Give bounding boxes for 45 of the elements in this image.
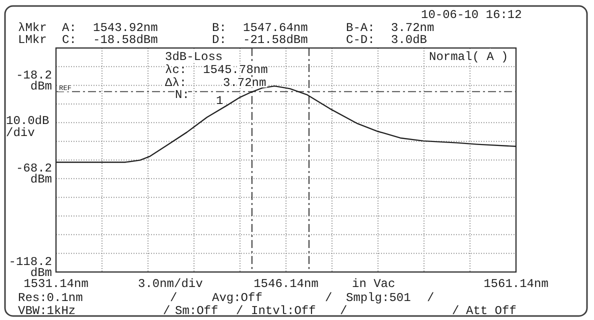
text: -18.58dBm	[93, 33, 158, 47]
text: LMkr	[18, 33, 47, 47]
text: D:	[212, 33, 226, 47]
x-tick-label: 1531.14nm	[24, 277, 88, 291]
text: A:	[62, 21, 76, 35]
text: /	[325, 291, 332, 305]
text: -21.58dBm	[243, 33, 308, 47]
text: /	[427, 291, 434, 305]
annotation: Δλ:	[165, 76, 187, 90]
y-tick-label: -68.2 dBm	[16, 162, 52, 187]
x-tick-label: 1546.14nm	[254, 277, 318, 291]
text: 1547.64nm	[243, 21, 308, 35]
text: Sm:Off	[175, 304, 218, 318]
text: 10-06-10 16:12	[421, 8, 522, 22]
text: λMkr	[18, 21, 47, 35]
annotation: N:	[175, 88, 190, 102]
text: C-D:	[346, 33, 375, 47]
text: /	[236, 304, 244, 318]
text: in Vac	[352, 277, 396, 291]
text: Att Off	[466, 304, 516, 318]
text: VBW:1kHz	[18, 304, 76, 318]
annotation: λc:	[165, 63, 187, 77]
text: /	[163, 304, 170, 318]
annotation: 1545.78nm	[203, 63, 268, 77]
text: 3.0dB	[391, 33, 428, 47]
annotation: Normal( A )	[429, 50, 508, 64]
annotation: 1	[216, 94, 224, 108]
y-tick-label: -118.2 dBm	[8, 255, 52, 280]
text: 3.72nm	[391, 21, 434, 35]
y-axis-title: 10.0dB/div	[6, 114, 50, 140]
text: Intvl:Off	[251, 304, 316, 318]
text: Res:0.1nm	[18, 291, 83, 305]
text: B:	[212, 21, 226, 35]
text: C:	[62, 33, 76, 47]
text: Smplg:501	[346, 291, 411, 305]
x-tick-label: 1561.14nm	[484, 277, 548, 291]
text: /	[170, 291, 178, 305]
text: B-A:	[346, 21, 375, 35]
y-tick-label: -18.2 dBm	[16, 68, 52, 94]
text: 1543.92nm	[93, 21, 158, 35]
x-axis-title: 3.0nm/div	[138, 277, 203, 291]
text: Avg:Off	[212, 291, 262, 305]
annotation: 3dB-Loss	[165, 50, 223, 64]
text: /	[452, 304, 460, 318]
text: /	[340, 304, 348, 318]
